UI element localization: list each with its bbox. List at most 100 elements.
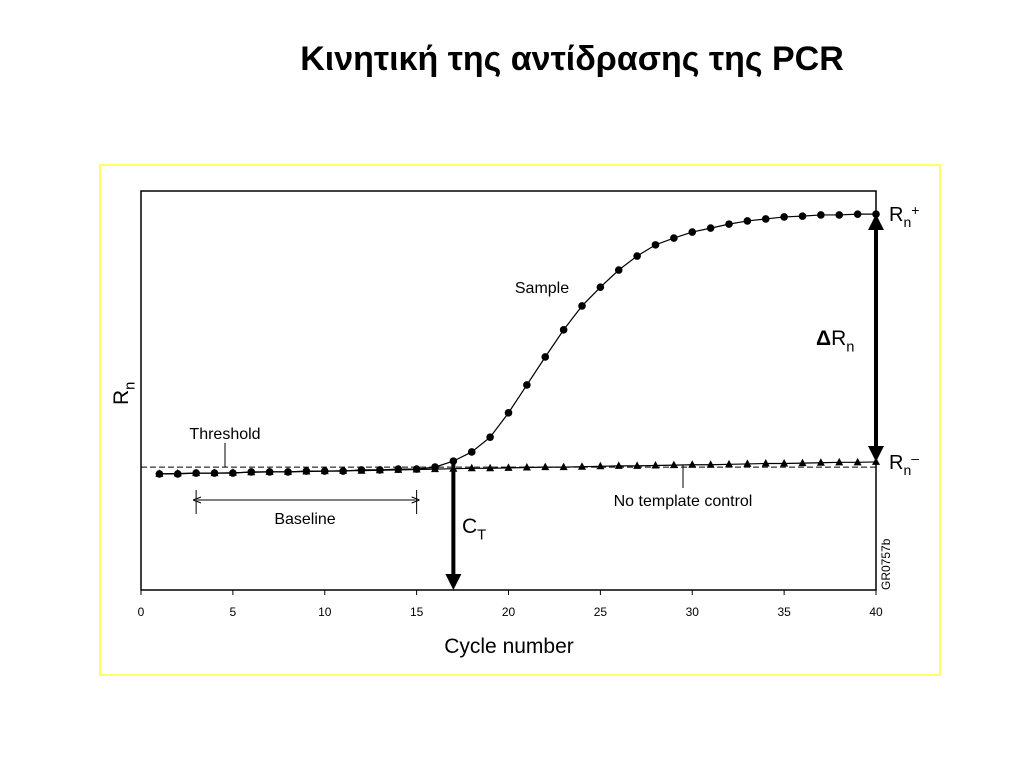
series-line — [159, 213, 876, 475]
x-tick-label: 20 — [502, 605, 516, 619]
x-axis-label: Cycle number — [444, 635, 574, 658]
triangle-marker — [431, 464, 439, 473]
circle-marker — [798, 212, 807, 220]
circle-marker — [541, 353, 550, 361]
triangle-marker — [614, 461, 623, 469]
rn-plus-label: Rn+ — [889, 202, 919, 230]
triangle-marker — [210, 468, 219, 477]
triangle-marker — [835, 457, 844, 466]
ct-label-main: C — [462, 515, 477, 538]
triangle-marker — [688, 460, 697, 468]
triangle-marker — [467, 463, 476, 472]
triangle-marker — [375, 465, 384, 474]
triangle-marker — [265, 467, 274, 475]
circle-marker — [651, 241, 660, 249]
rn-minus-label: Rn– — [889, 450, 919, 478]
circle-marker — [486, 433, 494, 441]
circle-marker — [743, 217, 752, 225]
circle-marker — [559, 326, 568, 334]
rn-minus-label-main: R — [889, 452, 903, 474]
circle-marker — [725, 220, 733, 228]
triangle-marker — [798, 458, 807, 467]
triangle-marker — [853, 457, 862, 466]
triangle-marker — [651, 461, 660, 469]
triangle-marker — [559, 462, 568, 471]
y-axis-label: Rn — [110, 382, 138, 405]
figure-code: GR0757b — [879, 538, 893, 590]
x-tick-label: 5 — [230, 605, 237, 619]
circle-marker — [688, 228, 697, 236]
x-tick-label: 0 — [138, 605, 145, 619]
x-tick-label: 40 — [869, 605, 883, 619]
triangle-marker — [247, 467, 256, 476]
rn-plus-label-sup: + — [911, 202, 919, 218]
triangle-marker — [394, 465, 403, 473]
triangle-marker — [578, 462, 586, 470]
delta-label-sub: n — [846, 339, 854, 355]
x-tick-label: 25 — [594, 605, 608, 619]
slide-title: Κινητική της αντίδρασης της PCR — [300, 40, 844, 78]
triangle-marker — [357, 466, 366, 474]
circle-marker — [872, 210, 880, 218]
delta-label-symbol: Δ — [816, 327, 831, 350]
circle-marker — [578, 302, 586, 310]
circle-marker — [614, 266, 623, 274]
triangle-marker — [486, 463, 495, 472]
y-axis-label-main: R — [110, 390, 133, 405]
triangle-marker — [541, 462, 550, 471]
circle-marker — [633, 252, 641, 260]
triangle-marker — [412, 465, 421, 473]
plot-area — [140, 190, 877, 591]
triangle-marker — [780, 459, 789, 467]
circle-marker — [706, 224, 715, 232]
circle-marker — [817, 211, 825, 219]
triangle-marker — [192, 468, 201, 477]
baseline-label: Baseline — [274, 511, 335, 528]
triangle-marker — [725, 459, 733, 468]
circle-marker — [853, 210, 862, 218]
triangle-marker — [669, 460, 678, 469]
rn-minus-label-sub: n — [903, 462, 911, 478]
threshold-label: Threshold — [189, 426, 260, 443]
circle-marker — [761, 215, 770, 223]
triangle-marker — [816, 458, 825, 466]
triangle-marker — [596, 461, 605, 470]
series-label: Sample — [515, 280, 569, 297]
delta-label-main: R — [831, 327, 846, 350]
x-tick-label: 30 — [686, 605, 700, 619]
triangle-marker — [155, 469, 164, 477]
triangle-marker — [522, 463, 531, 471]
rn-plus-label-main: R — [889, 204, 903, 226]
circle-marker — [670, 234, 678, 242]
triangle-marker — [633, 461, 642, 469]
triangle-marker — [320, 466, 329, 475]
triangle-marker — [284, 467, 292, 475]
triangle-marker — [339, 466, 348, 474]
delta-label: ΔRn — [816, 327, 854, 355]
x-tick-label: 10 — [318, 605, 332, 619]
series-line — [159, 461, 877, 475]
triangle-marker — [743, 459, 752, 467]
ct-label: CT — [462, 515, 486, 543]
triangle-marker — [872, 457, 880, 465]
circle-marker — [523, 381, 531, 389]
circle-marker — [504, 409, 513, 417]
rn-plus-label-sub: n — [903, 214, 911, 230]
circle-marker — [780, 213, 788, 221]
circle-marker — [835, 211, 844, 219]
ct-label-sub: T — [477, 527, 486, 543]
y-axis-label-sub: n — [122, 382, 138, 390]
triangle-marker — [761, 459, 770, 467]
circle-marker — [467, 448, 476, 456]
triangle-marker — [173, 468, 182, 477]
triangle-marker — [302, 466, 311, 475]
triangle-marker — [706, 460, 715, 468]
rn-minus-label-sup: – — [911, 450, 919, 466]
x-tick-label: 15 — [410, 605, 424, 619]
triangle-marker — [504, 463, 513, 471]
circle-marker — [596, 283, 605, 291]
series-label: No template control — [614, 493, 753, 510]
frame — [99, 164, 941, 676]
